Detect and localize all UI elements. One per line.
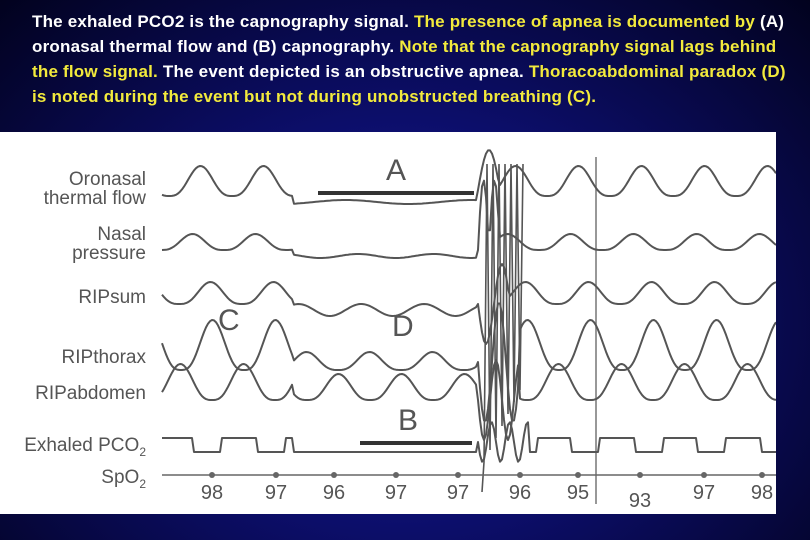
- spo2-marker: [637, 472, 643, 478]
- trace-ripsum: [161, 263, 776, 345]
- spo2-marker: [517, 472, 523, 478]
- channel-label-ripthorax: RIPthorax: [61, 347, 146, 368]
- spo2-marker: [209, 472, 215, 478]
- channel-label-exhaled-pco2: Exhaled PCO2: [24, 435, 146, 459]
- trace-exhaled-pco2: [162, 421, 776, 463]
- spo2-marker: [273, 472, 279, 478]
- spo2-value-label: 96: [508, 482, 532, 504]
- trace-arousal-burst: [481, 163, 524, 493]
- trace-ripthorax: [161, 302, 776, 422]
- annotation-a: A: [386, 154, 407, 187]
- spo2-value-label: 98: [750, 482, 774, 504]
- caption-part-2: The presence of apnea is documented by: [409, 12, 760, 31]
- annotation-b: B: [398, 404, 419, 437]
- spo2-value-label: 96: [322, 482, 346, 504]
- spo2-value-label: 95: [566, 482, 590, 504]
- channel-label-ripabdomen: RIPabdomen: [35, 383, 146, 404]
- caption-part-3: (A) oronasal thermal flow and (B) capnog…: [32, 12, 785, 56]
- channel-label-ripsum: RIPsum: [78, 287, 146, 308]
- spo2-marker: [331, 472, 337, 478]
- spo2-marker: [455, 472, 461, 478]
- spo2-marker: [393, 472, 399, 478]
- polysomnography-figure: Oronasal thermal flow Nasal pressure RIPsu…: [0, 132, 776, 514]
- annotation-c: C: [218, 304, 240, 337]
- spo2-marker: [759, 472, 765, 478]
- spo2-value-label: 97: [264, 482, 288, 504]
- spo2-value-label: 97: [692, 482, 716, 504]
- spo2-value-label: 97: [384, 482, 408, 504]
- trace-ripabdomen: [161, 359, 776, 441]
- caption-part-5: The event depicted is an obstructive apn…: [162, 62, 524, 81]
- spo2-marker: [575, 472, 581, 478]
- spo2-value-label: 98: [200, 482, 224, 504]
- slide-caption: The exhaled PCO2 is the capnography sign…: [32, 9, 792, 109]
- caption-part-4: Note that the capnography signal lags be…: [32, 37, 777, 81]
- channel-label-oronasal: Oronasal thermal flow: [43, 169, 146, 209]
- spo2-value-label: 97: [446, 482, 470, 504]
- trace-nasal-pressure: [161, 179, 776, 259]
- caption-part-6: Thoracoabdominal paradox (D) is noted du…: [32, 62, 786, 106]
- annotation-d: D: [392, 310, 414, 343]
- spo2-value-label: 93: [628, 490, 652, 512]
- trace-canvas: [161, 149, 776, 504]
- spo2-marker: [701, 472, 707, 478]
- trace-oronasal-flow: [161, 149, 776, 205]
- channel-label-nasal-pressure: Nasal pressure: [72, 224, 146, 264]
- channel-label-spo2: SpO2: [101, 467, 146, 491]
- caption-part-1: The exhaled PCO2 is the capnography sign…: [32, 12, 410, 31]
